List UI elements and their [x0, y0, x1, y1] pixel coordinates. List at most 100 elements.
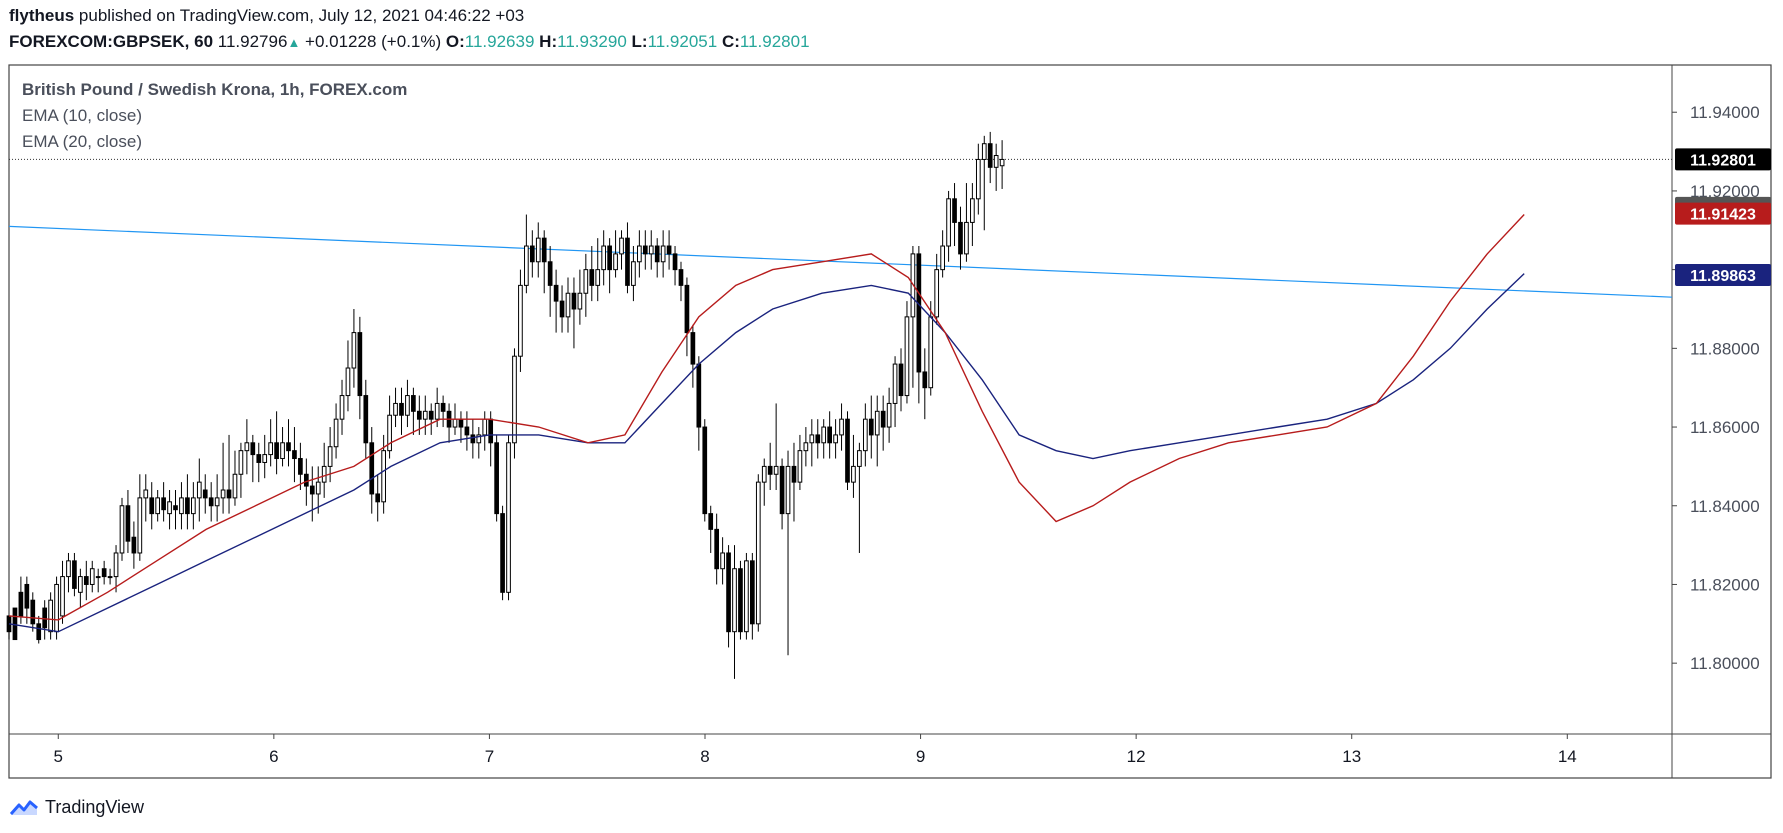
price-tag-label: 11.92801 — [1690, 152, 1756, 169]
candle — [262, 454, 268, 463]
candle — [345, 367, 351, 397]
candle — [785, 465, 791, 515]
candle — [964, 221, 969, 255]
candle — [535, 237, 541, 263]
candle — [125, 505, 131, 542]
tradingview-logo-icon — [9, 800, 38, 815]
candle — [934, 269, 940, 318]
candle — [684, 284, 690, 334]
candle — [601, 245, 607, 271]
candle — [286, 442, 291, 452]
candle — [702, 426, 708, 515]
candle — [541, 237, 547, 263]
candle — [862, 418, 868, 452]
candle — [868, 418, 874, 436]
ema20-legend[interactable]: EMA (20, close) — [22, 132, 142, 151]
candle — [821, 426, 827, 444]
candle — [999, 158, 1005, 167]
candle — [975, 158, 981, 200]
change: +0.01228 (+0.1%) — [305, 32, 442, 51]
candle — [250, 442, 256, 456]
candle — [375, 493, 381, 503]
candle — [339, 395, 345, 420]
candle — [202, 489, 208, 499]
candle — [958, 221, 963, 255]
candle — [137, 497, 143, 554]
candle — [851, 465, 856, 483]
y-tick-label: 11.84000 — [1690, 497, 1760, 516]
x-tick-label: 12 — [1127, 747, 1146, 766]
candle — [179, 497, 184, 515]
candle — [357, 332, 363, 397]
candle — [434, 402, 440, 420]
candle — [738, 568, 743, 633]
c-label: C: — [721, 32, 740, 51]
y-tick-label: 11.86000 — [1690, 418, 1760, 437]
candle — [845, 418, 850, 483]
candle — [839, 418, 844, 436]
candle — [631, 261, 636, 286]
candle — [298, 458, 303, 475]
candle — [886, 402, 892, 428]
candle — [220, 489, 226, 499]
candle — [482, 418, 488, 436]
candle — [696, 363, 702, 428]
candle — [196, 481, 202, 499]
x-tick-label: 14 — [1558, 747, 1577, 766]
x-tick-label: 5 — [54, 747, 63, 766]
candle — [827, 426, 832, 444]
candle — [993, 155, 999, 168]
symbol-line: FOREXCOM:GBPSEK, 60 11.92796▲ +0.01228 (… — [9, 32, 810, 52]
symbol: FOREXCOM:GBPSEK, 60 — [9, 32, 214, 51]
candle — [553, 284, 559, 302]
up-arrow-icon: ▲ — [287, 35, 301, 50]
candle — [167, 501, 172, 515]
candle — [755, 481, 761, 625]
candle — [559, 300, 565, 318]
candle — [381, 450, 386, 503]
tradingview-brand[interactable]: TradingView — [9, 797, 144, 818]
candle — [672, 253, 678, 271]
chart-frame — [8, 64, 1772, 779]
candle — [173, 505, 178, 511]
candle — [214, 497, 220, 507]
close-value: 11.92801 — [739, 32, 810, 51]
candle — [898, 363, 904, 397]
candle — [654, 245, 660, 263]
candle — [113, 552, 119, 578]
y-tick-label: 11.92000 — [1690, 182, 1760, 201]
candle — [987, 143, 993, 168]
candle — [577, 292, 583, 310]
candle — [470, 434, 476, 444]
candle — [315, 481, 321, 495]
candle — [708, 513, 714, 530]
price-tag-label: 11.89863 — [1690, 268, 1756, 285]
candle — [690, 332, 696, 365]
candle — [970, 198, 975, 223]
candle — [928, 316, 934, 389]
o-label: O: — [445, 32, 465, 51]
candle — [464, 426, 470, 436]
candle — [48, 599, 53, 633]
chart-title: British Pound / Swedish Krona, 1h, FOREX… — [22, 80, 408, 99]
candle — [809, 434, 815, 444]
candle — [547, 261, 553, 286]
publish-info: flytheus published on TradingView.com, J… — [9, 6, 524, 26]
ema10-legend[interactable]: EMA (10, close) — [22, 106, 142, 125]
candle — [678, 269, 684, 286]
candle — [880, 410, 886, 428]
candle — [12, 607, 18, 641]
y-tick-label: 11.80000 — [1690, 654, 1760, 673]
candle — [155, 497, 161, 515]
candle — [131, 536, 137, 554]
candle — [815, 434, 821, 444]
candle — [363, 395, 369, 444]
y-tick-label: 11.82000 — [1690, 575, 1760, 594]
published-text: published on TradingView.com, July 12, 2… — [78, 6, 525, 25]
candle — [524, 245, 529, 286]
candle — [36, 623, 42, 641]
candle — [333, 418, 339, 448]
candle — [191, 497, 196, 515]
candle — [161, 497, 166, 511]
